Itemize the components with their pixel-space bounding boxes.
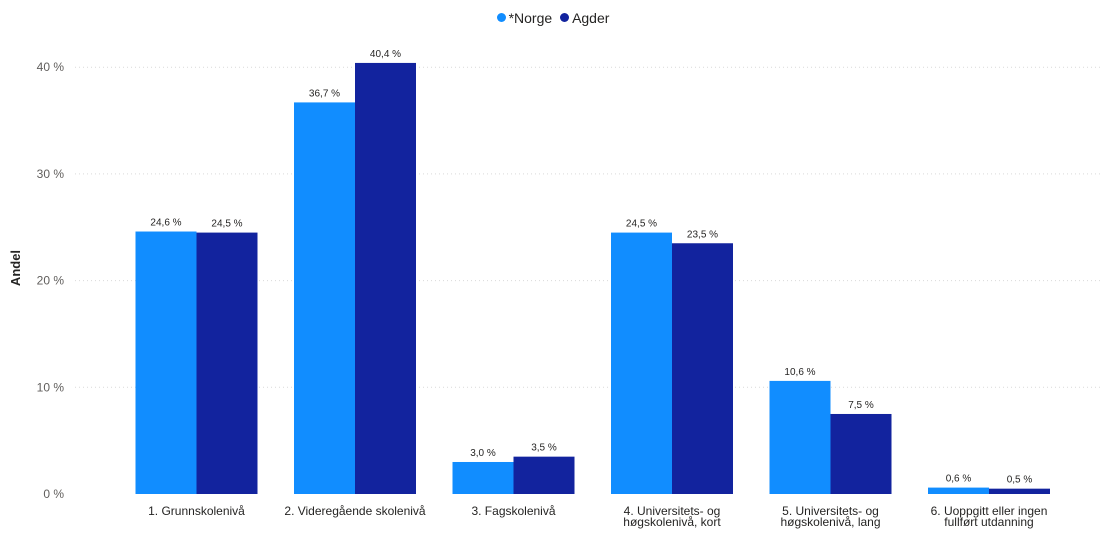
y-axis-label: Andel [8,250,23,286]
bar-agder[interactable] [355,62,416,494]
legend-marker-agder [560,13,570,22]
data-label: 24,5 % [626,219,657,230]
bar-agder[interactable] [989,488,1050,494]
y-tick-label: 10 % [37,380,65,394]
bar-agder[interactable] [672,243,733,494]
bar-norge[interactable] [928,487,989,494]
data-label: 0,5 % [1007,475,1033,486]
legend-item-agder[interactable]: Agder [560,10,609,26]
y-tick-label: 20 % [37,274,65,288]
x-tick-label: 6. Uoppgitt eller ingen [931,504,1048,518]
y-tick-label: 30 % [37,167,65,181]
y-tick-label: 0 % [43,487,64,501]
legend-item-norge[interactable]: *Norge [496,9,553,26]
data-label: 3,5 % [531,443,557,454]
data-label: 24,6 % [150,218,181,229]
x-tick-label: 1. Grunnskolenivå [148,504,245,518]
x-tick-label: 4. Universitets- og [624,504,721,518]
data-label: 10,6 % [784,367,815,378]
data-label: 24,5 % [211,219,242,230]
x-tick-label: fullført utdanning [944,515,1033,529]
data-label: 0,6 % [946,474,972,485]
data-label: 3,0 % [470,448,496,459]
data-label: 40,4 % [370,49,401,60]
legend: *Norge Agder [0,9,1106,26]
data-label: 36,7 % [309,88,340,99]
x-tick-label: 3. Fagskolenivå [471,504,555,518]
legend-marker-norge [496,13,506,22]
y-tick-label: 40 % [37,60,65,74]
bar-norge[interactable] [135,231,197,494]
x-tick-label: 5. Universitets- og [782,504,879,518]
x-tick-label: høgskolenivå, lang [780,515,880,529]
bar-agder[interactable] [196,232,258,494]
x-tick-label: 2. Videregående skolenivå [284,504,426,518]
legend-label-agder: Agder [572,9,610,26]
bar-agder[interactable] [513,456,575,494]
bar-norge[interactable] [769,380,831,494]
x-tick-label: høgskolenivå, kort [623,515,721,529]
data-label: 7,5 % [848,400,874,411]
data-label: 23,5 % [687,229,718,240]
bar-agder[interactable] [830,413,892,494]
bar-norge[interactable] [294,102,355,494]
bar-norge[interactable] [611,232,672,494]
legend-label-norge: *Norge [508,9,553,26]
bar-norge[interactable] [452,461,514,494]
